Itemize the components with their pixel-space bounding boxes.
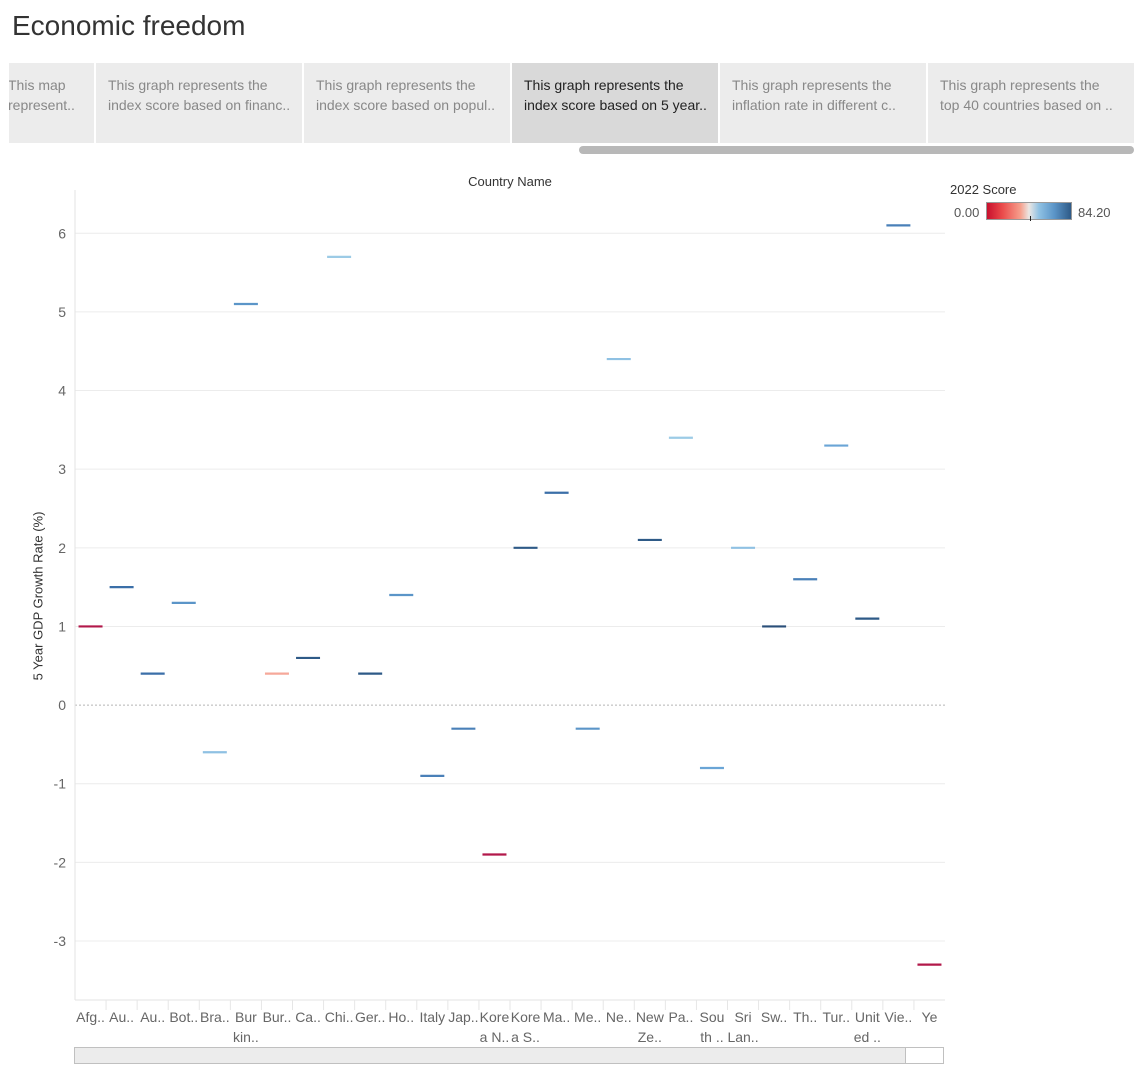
story-point-6[interactable]: This graph represents the top 40 countrie… bbox=[928, 63, 1134, 143]
legend-center-tick bbox=[1030, 216, 1031, 221]
y-tick-label: 1 bbox=[58, 618, 66, 634]
x-tick-label: Ma.. bbox=[543, 1009, 570, 1025]
y-tick-label: 6 bbox=[58, 225, 66, 241]
legend-max-label: 84.20 bbox=[1078, 205, 1111, 220]
story-point-caption-line: inflation rate in different c.. bbox=[732, 97, 896, 113]
legend-color-ramp bbox=[986, 202, 1072, 220]
x-tick-label: Tur.. bbox=[823, 1009, 851, 1025]
y-tick-label: 3 bbox=[58, 461, 66, 477]
x-tick-label: Chi.. bbox=[325, 1009, 354, 1025]
y-tick-label: -2 bbox=[54, 854, 67, 870]
x-tick-label: Lan.. bbox=[727, 1029, 758, 1045]
legend-min-label: 0.00 bbox=[954, 205, 980, 220]
y-tick-label: 2 bbox=[58, 540, 66, 556]
story-point-caption-line: index score based on 5 year.. bbox=[524, 97, 707, 113]
story-point-caption-line: This map bbox=[9, 77, 66, 93]
story-point-caption-line: This graph represents the bbox=[524, 77, 684, 93]
x-tick-label: th .. bbox=[700, 1029, 723, 1045]
color-legend: 2022 Score 0.00 84.20 bbox=[948, 182, 1138, 232]
x-tick-label: Kore bbox=[480, 1009, 510, 1025]
x-tick-label: Italy bbox=[419, 1009, 445, 1025]
x-tick-label: Ye bbox=[922, 1009, 938, 1025]
x-tick-label: Afg.. bbox=[76, 1009, 105, 1025]
x-tick-label: Ca.. bbox=[295, 1009, 321, 1025]
x-tick-label: Ze.. bbox=[638, 1029, 662, 1045]
y-tick-label: 4 bbox=[58, 383, 66, 399]
story-point-caption-line: This graph represents the bbox=[940, 77, 1100, 93]
story-point-caption-line: index score based on financ.. bbox=[108, 97, 291, 113]
y-tick-label: 5 bbox=[58, 304, 66, 320]
x-tick-label: ed .. bbox=[854, 1029, 881, 1045]
x-tick-label: Ne.. bbox=[606, 1009, 632, 1025]
x-tick-label: Bur bbox=[235, 1009, 257, 1025]
story-point-4[interactable]: This graph represents the index score bas… bbox=[512, 63, 718, 143]
x-tick-label: Ger.. bbox=[355, 1009, 385, 1025]
x-tick-label: kin.. bbox=[233, 1029, 259, 1045]
x-tick-label: Pa.. bbox=[668, 1009, 693, 1025]
column-header: Country Name bbox=[468, 174, 552, 189]
y-axis-title: 5 Year GDP Growth Rate (%) bbox=[30, 511, 46, 681]
x-tick-label: Sri bbox=[734, 1009, 751, 1025]
horizontal-scroll-thumb[interactable] bbox=[75, 1048, 906, 1063]
x-tick-label: Au.. bbox=[140, 1009, 165, 1025]
story-point-caption-line: top 40 countries based on .. bbox=[940, 97, 1113, 113]
x-tick-label: New bbox=[636, 1009, 665, 1025]
y-tick-label: -1 bbox=[54, 776, 67, 792]
x-tick-label: Kore bbox=[511, 1009, 541, 1025]
horizontal-scrollbar[interactable] bbox=[74, 1047, 944, 1064]
legend-title: 2022 Score bbox=[950, 182, 1017, 197]
y-tick-label: 0 bbox=[58, 697, 66, 713]
story-point-caption-line: This graph represents the bbox=[316, 77, 476, 93]
x-tick-label: Au.. bbox=[109, 1009, 134, 1025]
story-navigator: This map represent.. This graph represents… bbox=[9, 63, 1134, 143]
story-point-caption-line: represent.. bbox=[9, 97, 75, 113]
x-tick-label: Vie.. bbox=[885, 1009, 913, 1025]
story-point-2[interactable]: This graph represents the index score bas… bbox=[96, 63, 302, 143]
story-point-3[interactable]: This graph represents the index score bas… bbox=[304, 63, 510, 143]
x-tick-label: Bra.. bbox=[200, 1009, 230, 1025]
story-point-1[interactable]: This map represent.. bbox=[9, 63, 94, 143]
y-tick-label: -3 bbox=[54, 933, 67, 949]
x-tick-label: a S.. bbox=[511, 1029, 540, 1045]
x-tick-label: a N.. bbox=[480, 1029, 510, 1045]
story-navigator-scrollbar[interactable] bbox=[579, 146, 1134, 154]
x-tick-label: Bur.. bbox=[263, 1009, 292, 1025]
x-tick-label: Jap.. bbox=[448, 1009, 478, 1025]
story-point-caption-line: This graph represents the bbox=[732, 77, 892, 93]
story-point-5[interactable]: This graph represents the inflation rate … bbox=[720, 63, 926, 143]
x-tick-label: Th.. bbox=[793, 1009, 817, 1025]
x-tick-label: Sou bbox=[700, 1009, 725, 1025]
x-tick-label: Unit bbox=[855, 1009, 880, 1025]
x-tick-label: Sw.. bbox=[761, 1009, 787, 1025]
x-tick-label: Me.. bbox=[574, 1009, 601, 1025]
x-tick-label: Bot.. bbox=[169, 1009, 198, 1025]
x-tick-label: Ho.. bbox=[388, 1009, 414, 1025]
story-point-caption-line: index score based on popul.. bbox=[316, 97, 496, 113]
dashboard-title: Economic freedom bbox=[12, 10, 246, 41]
story-point-caption-line: This graph represents the bbox=[108, 77, 268, 93]
